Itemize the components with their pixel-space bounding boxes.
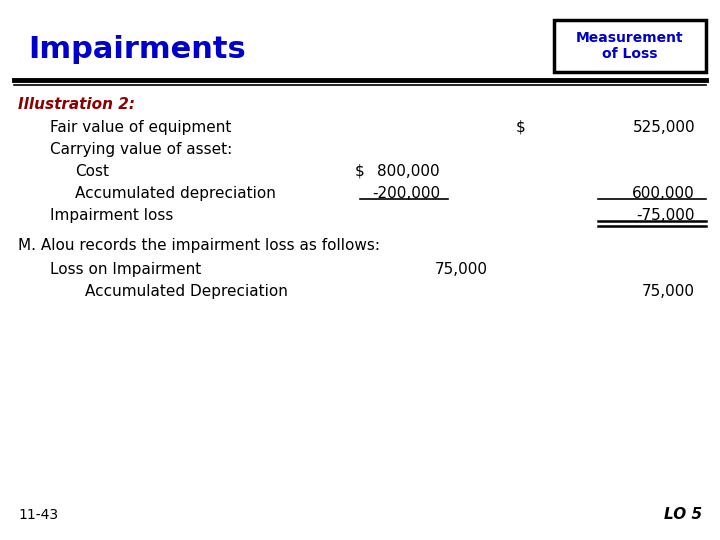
- Text: Accumulated Depreciation: Accumulated Depreciation: [85, 284, 288, 299]
- Text: Carrying value of asset:: Carrying value of asset:: [50, 142, 233, 157]
- Text: 525,000: 525,000: [632, 120, 695, 135]
- Text: Illustration 2:: Illustration 2:: [18, 97, 135, 112]
- Text: Impairment loss: Impairment loss: [50, 208, 174, 223]
- Text: $: $: [355, 164, 365, 179]
- Text: Measurement: Measurement: [576, 31, 684, 45]
- Text: of Loss: of Loss: [602, 47, 658, 61]
- Text: 800,000: 800,000: [377, 164, 440, 179]
- FancyBboxPatch shape: [554, 20, 706, 72]
- Text: Cost: Cost: [75, 164, 109, 179]
- Text: Loss on Impairment: Loss on Impairment: [50, 262, 202, 277]
- Text: 75,000: 75,000: [435, 262, 488, 277]
- Text: 11-43: 11-43: [18, 508, 58, 522]
- Text: LO 5: LO 5: [664, 507, 702, 522]
- Text: 600,000: 600,000: [632, 186, 695, 201]
- Text: 75,000: 75,000: [642, 284, 695, 299]
- Text: Fair value of equipment: Fair value of equipment: [50, 120, 231, 135]
- Text: $: $: [516, 120, 526, 135]
- Text: Accumulated depreciation: Accumulated depreciation: [75, 186, 276, 201]
- Text: M. Alou records the impairment loss as follows:: M. Alou records the impairment loss as f…: [18, 238, 380, 253]
- Text: Impairments: Impairments: [28, 36, 246, 64]
- Text: -75,000: -75,000: [636, 208, 695, 223]
- Text: -200,000: -200,000: [372, 186, 440, 201]
